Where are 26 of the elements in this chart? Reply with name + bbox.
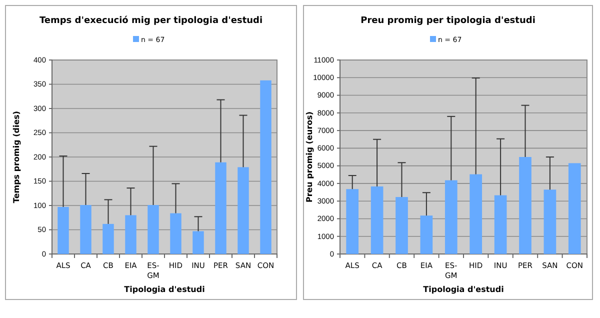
- chart-title: Preu promig per tipologia d'estudi: [360, 16, 536, 26]
- chart-title: Temps d'execució mig per tipologia d'estudi: [39, 15, 263, 26]
- bar: [80, 205, 92, 254]
- bar: [58, 206, 69, 254]
- x-axis-title: Tipologia d'estudi: [423, 285, 504, 294]
- bar: [544, 190, 556, 254]
- bar: [125, 215, 136, 254]
- bar: [148, 205, 159, 254]
- bar: [420, 216, 433, 254]
- bar: [470, 174, 482, 254]
- y-axis-title: Temps promig (dies): [12, 110, 21, 204]
- bar: [260, 80, 272, 254]
- bar: [346, 189, 359, 254]
- bar: [170, 213, 182, 254]
- bar: [568, 163, 581, 254]
- bar: [519, 157, 532, 254]
- bar: [444, 180, 458, 254]
- bar: [238, 167, 249, 254]
- bar: [396, 197, 408, 254]
- x-axis-title: Tipologia d'estudi: [124, 285, 206, 294]
- bar: [102, 224, 114, 254]
- bar: [494, 195, 507, 254]
- bar: [370, 186, 384, 254]
- y-axis-title: Preu promig (euros): [305, 111, 314, 203]
- bar: [215, 162, 226, 254]
- bar: [192, 231, 204, 254]
